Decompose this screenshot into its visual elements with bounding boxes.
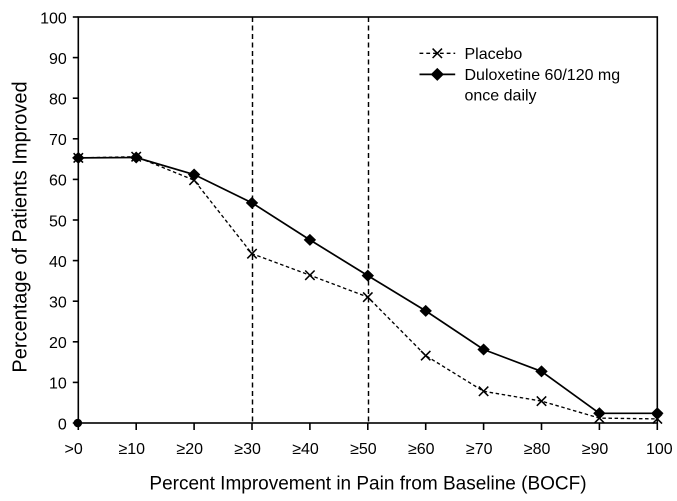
- svg-text:50: 50: [49, 213, 67, 230]
- svg-text:≥40: ≥40: [292, 441, 319, 458]
- svg-text:once daily: once daily: [465, 87, 537, 104]
- svg-text:≥90: ≥90: [582, 441, 609, 458]
- svg-text:60: 60: [49, 173, 67, 190]
- svg-text:≥80: ≥80: [524, 441, 551, 458]
- svg-text:40: 40: [49, 254, 67, 271]
- svg-text:30: 30: [49, 295, 67, 312]
- svg-text:≥30: ≥30: [234, 441, 261, 458]
- svg-text:>0: >0: [64, 441, 82, 458]
- svg-text:80: 80: [49, 92, 67, 109]
- svg-text:Placebo: Placebo: [465, 46, 523, 63]
- svg-text:90: 90: [49, 51, 67, 68]
- svg-text:Percentage of Patients Improve: Percentage of Patients Improved: [10, 81, 32, 372]
- svg-text:≥50: ≥50: [350, 441, 377, 458]
- svg-text:10: 10: [49, 376, 67, 393]
- svg-text:Percent Improvement in Pain fr: Percent Improvement in Pain from Baselin…: [149, 474, 586, 495]
- svg-text:20: 20: [49, 335, 67, 352]
- svg-text:≥10: ≥10: [119, 441, 146, 458]
- svg-text:70: 70: [49, 132, 67, 149]
- svg-text:Duloxetine 60/120 mg: Duloxetine 60/120 mg: [465, 67, 621, 84]
- svg-text:≥70: ≥70: [466, 441, 493, 458]
- svg-text:0: 0: [58, 416, 67, 433]
- svg-text:100: 100: [40, 10, 67, 27]
- svg-text:100: 100: [646, 441, 673, 458]
- svg-text:≥60: ≥60: [408, 441, 435, 458]
- svg-text:≥20: ≥20: [176, 441, 203, 458]
